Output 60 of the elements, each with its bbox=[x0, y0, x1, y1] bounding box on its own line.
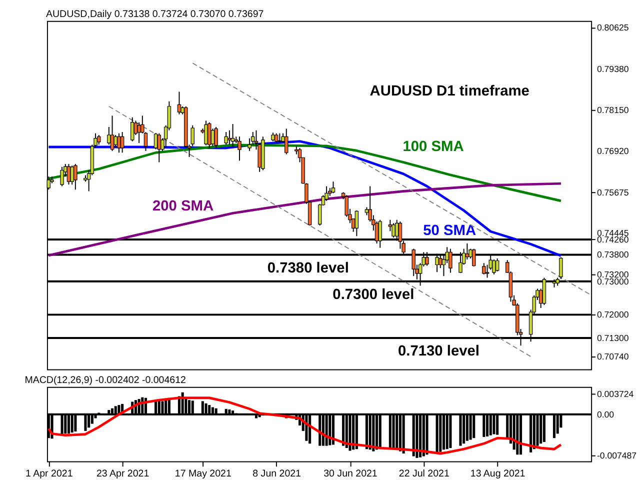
candlestick bbox=[117, 132, 121, 154]
x-tick-label: 23 Apr 2021 bbox=[96, 468, 150, 480]
chart-title: MACD(12,26,9) -0.002402 -0.004612 bbox=[24, 374, 186, 386]
series-label: 200 SMA bbox=[152, 198, 214, 214]
y-tick-label: 0.71300 bbox=[596, 332, 629, 343]
line-series bbox=[47, 182, 562, 257]
x-tick-label: 22 Jul 2021 bbox=[398, 468, 450, 480]
ref-line-label: 0.7130 level bbox=[398, 344, 480, 360]
line-series bbox=[47, 396, 562, 455]
candlestick bbox=[354, 210, 359, 237]
y-tick-label: 0.70740 bbox=[596, 352, 629, 362]
y-tick-label: 0.76920 bbox=[596, 146, 629, 156]
candlestick bbox=[284, 128, 288, 155]
y-tick-label: 0.79380 bbox=[596, 64, 629, 74]
candlestick bbox=[208, 122, 212, 148]
x-tick-label: 17 May 2021 bbox=[174, 468, 232, 480]
x-tick-label: 30 Jun 2021 bbox=[324, 468, 378, 480]
x-tick-label: 8 Jun 2021 bbox=[252, 468, 301, 480]
candlestick bbox=[238, 136, 242, 162]
candlestick bbox=[70, 165, 74, 186]
candlestick bbox=[74, 163, 78, 190]
candlestick bbox=[137, 122, 141, 144]
ref-line-label: 0.7380 level bbox=[267, 260, 349, 276]
candlestick bbox=[204, 120, 208, 146]
chart-title: AUDUSD,Daily 0.73138 0.73724 0.73070 0.73697 bbox=[46, 8, 264, 20]
line-series bbox=[47, 140, 562, 257]
y-tick-label: 0.78150 bbox=[596, 104, 629, 115]
candlestick bbox=[331, 181, 336, 194]
x-tick-label: 13 Aug 2021 bbox=[470, 468, 526, 480]
candlestick bbox=[97, 134, 101, 146]
candlestick bbox=[482, 262, 486, 275]
y-tick-label: -0.007487 bbox=[596, 450, 637, 461]
y-tick-label: 0.72000 bbox=[596, 310, 629, 320]
candlestick bbox=[230, 124, 235, 147]
y-tick-label: 0.73800 bbox=[596, 250, 629, 260]
candlestick bbox=[274, 132, 278, 144]
candlestick bbox=[224, 132, 228, 146]
candlestick bbox=[157, 132, 161, 163]
candlestick bbox=[228, 130, 232, 146]
candlestick bbox=[114, 134, 118, 148]
candlestick bbox=[324, 186, 328, 202]
candlestick bbox=[248, 138, 252, 152]
candlestick bbox=[120, 132, 124, 154]
y-tick-label: 0.00 bbox=[596, 409, 614, 420]
candlestick bbox=[485, 264, 490, 278]
candlestick bbox=[107, 126, 111, 146]
series-label: 100 SMA bbox=[402, 139, 464, 156]
ref-line-label: 0.7300 level bbox=[332, 287, 414, 304]
annotation: AUDUSD D1 timeframe bbox=[370, 83, 530, 100]
series-label: 50 SMA bbox=[423, 222, 476, 239]
y-tick-label: 0.80625 bbox=[596, 22, 629, 33]
candlestick bbox=[130, 116, 134, 142]
candlestick bbox=[214, 126, 218, 148]
candlestick bbox=[190, 124, 194, 147]
x-tick-label: 1 Apr 2021 bbox=[26, 468, 73, 480]
candlestick bbox=[60, 166, 64, 187]
candlestick bbox=[495, 258, 500, 272]
y-tick-label: 0.003724 bbox=[596, 388, 634, 399]
y-tick-label: 0.75675 bbox=[596, 187, 629, 198]
candlestick bbox=[492, 258, 496, 275]
